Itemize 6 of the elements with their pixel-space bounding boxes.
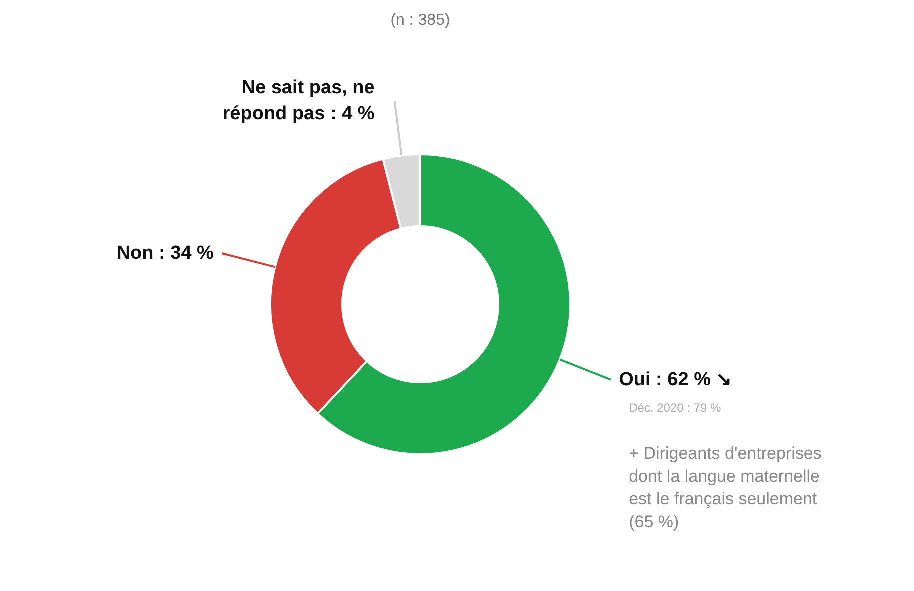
- slice-label: Ne sait pas, ne répond pas : 4 %: [222, 77, 375, 125]
- slice-label: Oui : 62 % ↘: [619, 369, 732, 390]
- text: + Dirigeants d'entreprises dont la langue maternelle est le français seulement (65 %): [629, 444, 822, 532]
- chart-subtitle: (n : 385): [390, 12, 450, 29]
- slice-label: Non : 34 %: [116, 243, 214, 264]
- text: Déc. 2020 : 79 %: [629, 400, 722, 415]
